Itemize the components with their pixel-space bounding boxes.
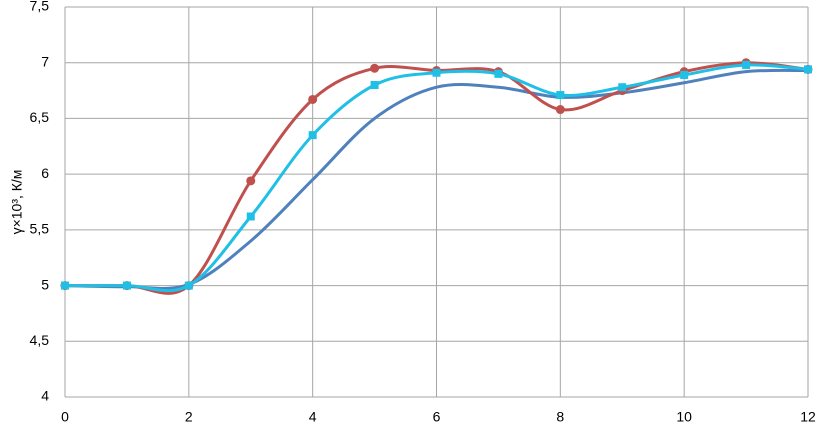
x-tick-label: 10 bbox=[676, 409, 692, 425]
x-tick-label: 8 bbox=[556, 409, 564, 425]
y-tick-label: 7 bbox=[41, 53, 49, 69]
marker bbox=[308, 94, 318, 104]
y-tick-label: 7,5 bbox=[30, 0, 50, 14]
marker bbox=[61, 281, 69, 290]
y-tick-label: 4 bbox=[41, 388, 49, 404]
marker bbox=[618, 83, 627, 92]
y-tick-label: 4,5 bbox=[30, 332, 50, 348]
marker bbox=[184, 281, 193, 290]
x-tick-label: 0 bbox=[61, 409, 69, 425]
y-tick-label: 6 bbox=[41, 165, 49, 181]
marker bbox=[556, 91, 565, 100]
y-tick-label: 5 bbox=[41, 276, 49, 292]
marker bbox=[370, 81, 379, 89]
marker bbox=[308, 131, 317, 140]
x-tick-label: 4 bbox=[309, 409, 317, 425]
marker bbox=[432, 68, 441, 77]
x-tick-label: 12 bbox=[800, 409, 816, 425]
y-axis-label: γ×10³, К/м bbox=[9, 170, 25, 235]
marker bbox=[122, 281, 131, 290]
marker bbox=[494, 69, 503, 78]
marker bbox=[680, 70, 689, 79]
marker bbox=[370, 63, 380, 73]
y-tick-label: 5,5 bbox=[30, 221, 50, 237]
marker bbox=[742, 60, 751, 69]
y-tick-label: 6,5 bbox=[30, 109, 50, 125]
marker bbox=[804, 65, 812, 74]
x-tick-label: 2 bbox=[185, 409, 193, 425]
marker bbox=[246, 176, 256, 186]
marker bbox=[246, 212, 255, 221]
marker bbox=[555, 105, 565, 115]
x-tick-label: 6 bbox=[433, 409, 441, 425]
